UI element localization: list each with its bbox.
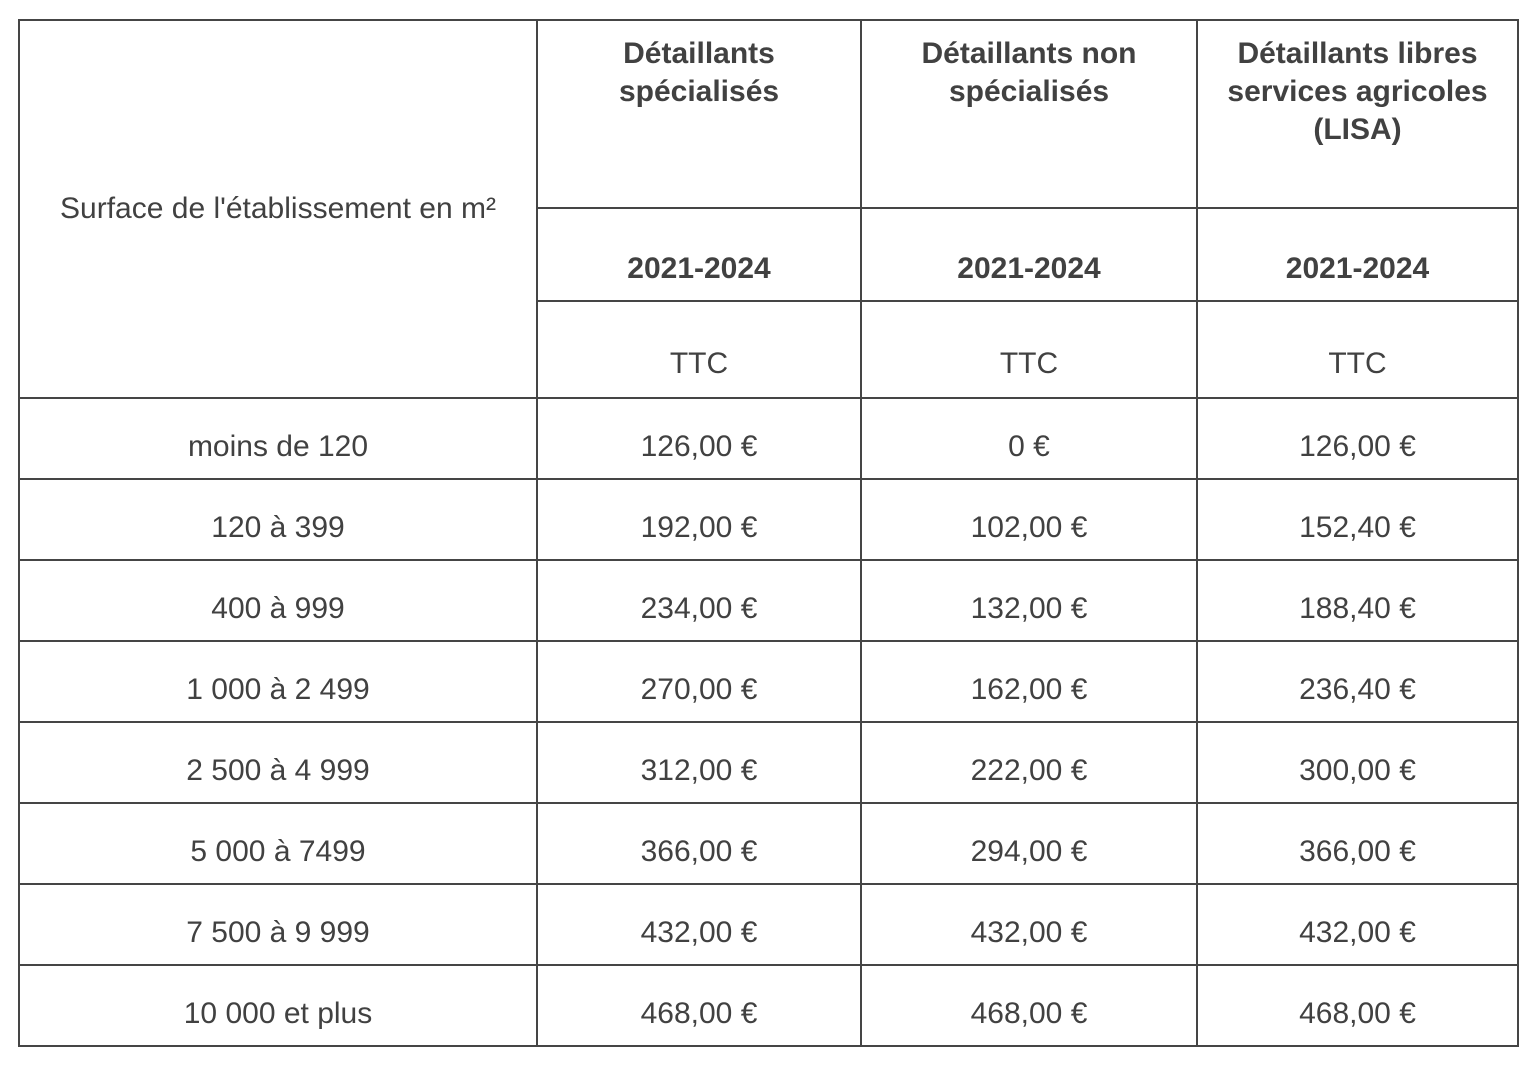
- price-cell: 192,00 €: [536, 478, 862, 561]
- table-row: 120 à 399 192,00 € 102,00 € 152,40 €: [18, 478, 1519, 561]
- price-cell: 432,00 €: [860, 883, 1198, 966]
- surface-label: 2 500 à 4 999: [18, 721, 538, 804]
- price-cell: 126,00 €: [1196, 397, 1519, 480]
- price-cell: 236,40 €: [1196, 640, 1519, 723]
- surface-label: 5 000 à 7499: [18, 802, 538, 885]
- price-cell: 0 €: [860, 397, 1198, 480]
- column-header-detaillants-specialises: Détaillants spécialisés: [536, 19, 862, 209]
- price-cell: 132,00 €: [860, 559, 1198, 642]
- price-cell: 222,00 €: [860, 721, 1198, 804]
- price-cell: 366,00 €: [536, 802, 862, 885]
- price-cell: 468,00 €: [1196, 964, 1519, 1047]
- table-row: 5 000 à 7499 366,00 € 294,00 € 366,00 €: [18, 802, 1519, 885]
- price-cell: 102,00 €: [860, 478, 1198, 561]
- surface-label: 1 000 à 2 499: [18, 640, 538, 723]
- price-cell: 432,00 €: [536, 883, 862, 966]
- price-cell: 432,00 €: [1196, 883, 1519, 966]
- table-row: moins de 120 126,00 € 0 € 126,00 €: [18, 397, 1519, 480]
- price-cell: 152,40 €: [1196, 478, 1519, 561]
- surface-label: 7 500 à 9 999: [18, 883, 538, 966]
- price-cell: 300,00 €: [1196, 721, 1519, 804]
- tariff-table: Surface de l'établissement en m² Détaill…: [18, 19, 1519, 1047]
- column-header-detaillants-lisa: Détaillants libres services agricoles (L…: [1196, 19, 1519, 209]
- tax-cell-col1: TTC: [536, 300, 862, 399]
- table-row: 7 500 à 9 999 432,00 € 432,00 € 432,00 €: [18, 883, 1519, 966]
- header-row-tax: TTC TTC TTC: [19, 300, 1519, 399]
- price-cell: 270,00 €: [536, 640, 862, 723]
- table-row: 10 000 et plus 468,00 € 468,00 € 468,00 …: [18, 964, 1519, 1047]
- period-cell-col1: 2021-2024: [536, 207, 862, 302]
- period-cell-col3: 2021-2024: [1196, 207, 1519, 302]
- column-header-detaillants-non-specialises: Détaillants non spécialisés: [860, 19, 1198, 209]
- tax-cell-col3: TTC: [1196, 300, 1519, 399]
- price-cell: 294,00 €: [860, 802, 1198, 885]
- surface-label: 120 à 399: [18, 478, 538, 561]
- table-row: 2 500 à 4 999 312,00 € 222,00 € 300,00 €: [18, 721, 1519, 804]
- price-cell: 468,00 €: [860, 964, 1198, 1047]
- surface-label: moins de 120: [18, 397, 538, 480]
- price-cell: 188,40 €: [1196, 559, 1519, 642]
- price-cell: 468,00 €: [536, 964, 862, 1047]
- price-cell: 162,00 €: [860, 640, 1198, 723]
- tax-cell-col2: TTC: [860, 300, 1198, 399]
- price-cell: 312,00 €: [536, 721, 862, 804]
- surface-label: 10 000 et plus: [18, 964, 538, 1047]
- table-row: 1 000 à 2 499 270,00 € 162,00 € 236,40 €: [18, 640, 1519, 723]
- header-row-period: 2021-2024 2021-2024 2021-2024: [19, 207, 1519, 302]
- surface-label: 400 à 999: [18, 559, 538, 642]
- corner-header-surface: Surface de l'établissement en m²: [18, 19, 538, 399]
- table-row: 400 à 999 234,00 € 132,00 € 188,40 €: [18, 559, 1519, 642]
- price-cell: 234,00 €: [536, 559, 862, 642]
- price-cell: 126,00 €: [536, 397, 862, 480]
- header-row-names: Surface de l'établissement en m² Détaill…: [18, 19, 1519, 399]
- period-cell-col2: 2021-2024: [860, 207, 1198, 302]
- price-cell: 366,00 €: [1196, 802, 1519, 885]
